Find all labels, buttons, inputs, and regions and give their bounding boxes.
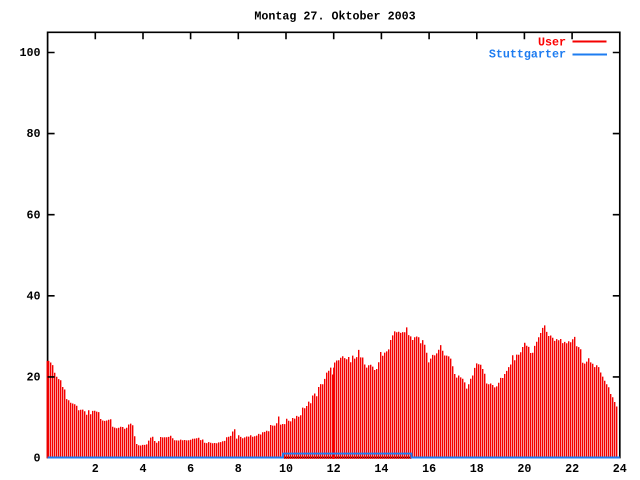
svg-text:20: 20: [517, 462, 531, 476]
svg-text:24: 24: [613, 462, 627, 476]
svg-text:2: 2: [92, 462, 99, 476]
svg-text:Montag 27. Oktober 2003: Montag 27. Oktober 2003: [254, 10, 415, 24]
svg-text:18: 18: [470, 462, 484, 476]
svg-text:60: 60: [26, 208, 40, 222]
svg-text:22: 22: [565, 462, 579, 476]
svg-text:8: 8: [235, 462, 242, 476]
svg-text:4: 4: [139, 462, 146, 476]
svg-text:12: 12: [327, 462, 341, 476]
svg-text:User: User: [538, 36, 566, 50]
svg-text:14: 14: [374, 462, 388, 476]
svg-text:80: 80: [26, 127, 40, 141]
svg-text:16: 16: [422, 462, 436, 476]
svg-text:Stuttgarter: Stuttgarter: [489, 48, 566, 62]
svg-text:40: 40: [26, 289, 40, 303]
svg-text:0: 0: [33, 452, 40, 466]
svg-text:20: 20: [26, 370, 40, 384]
svg-text:6: 6: [187, 462, 194, 476]
svg-text:100: 100: [19, 46, 40, 60]
svg-text:10: 10: [279, 462, 293, 476]
